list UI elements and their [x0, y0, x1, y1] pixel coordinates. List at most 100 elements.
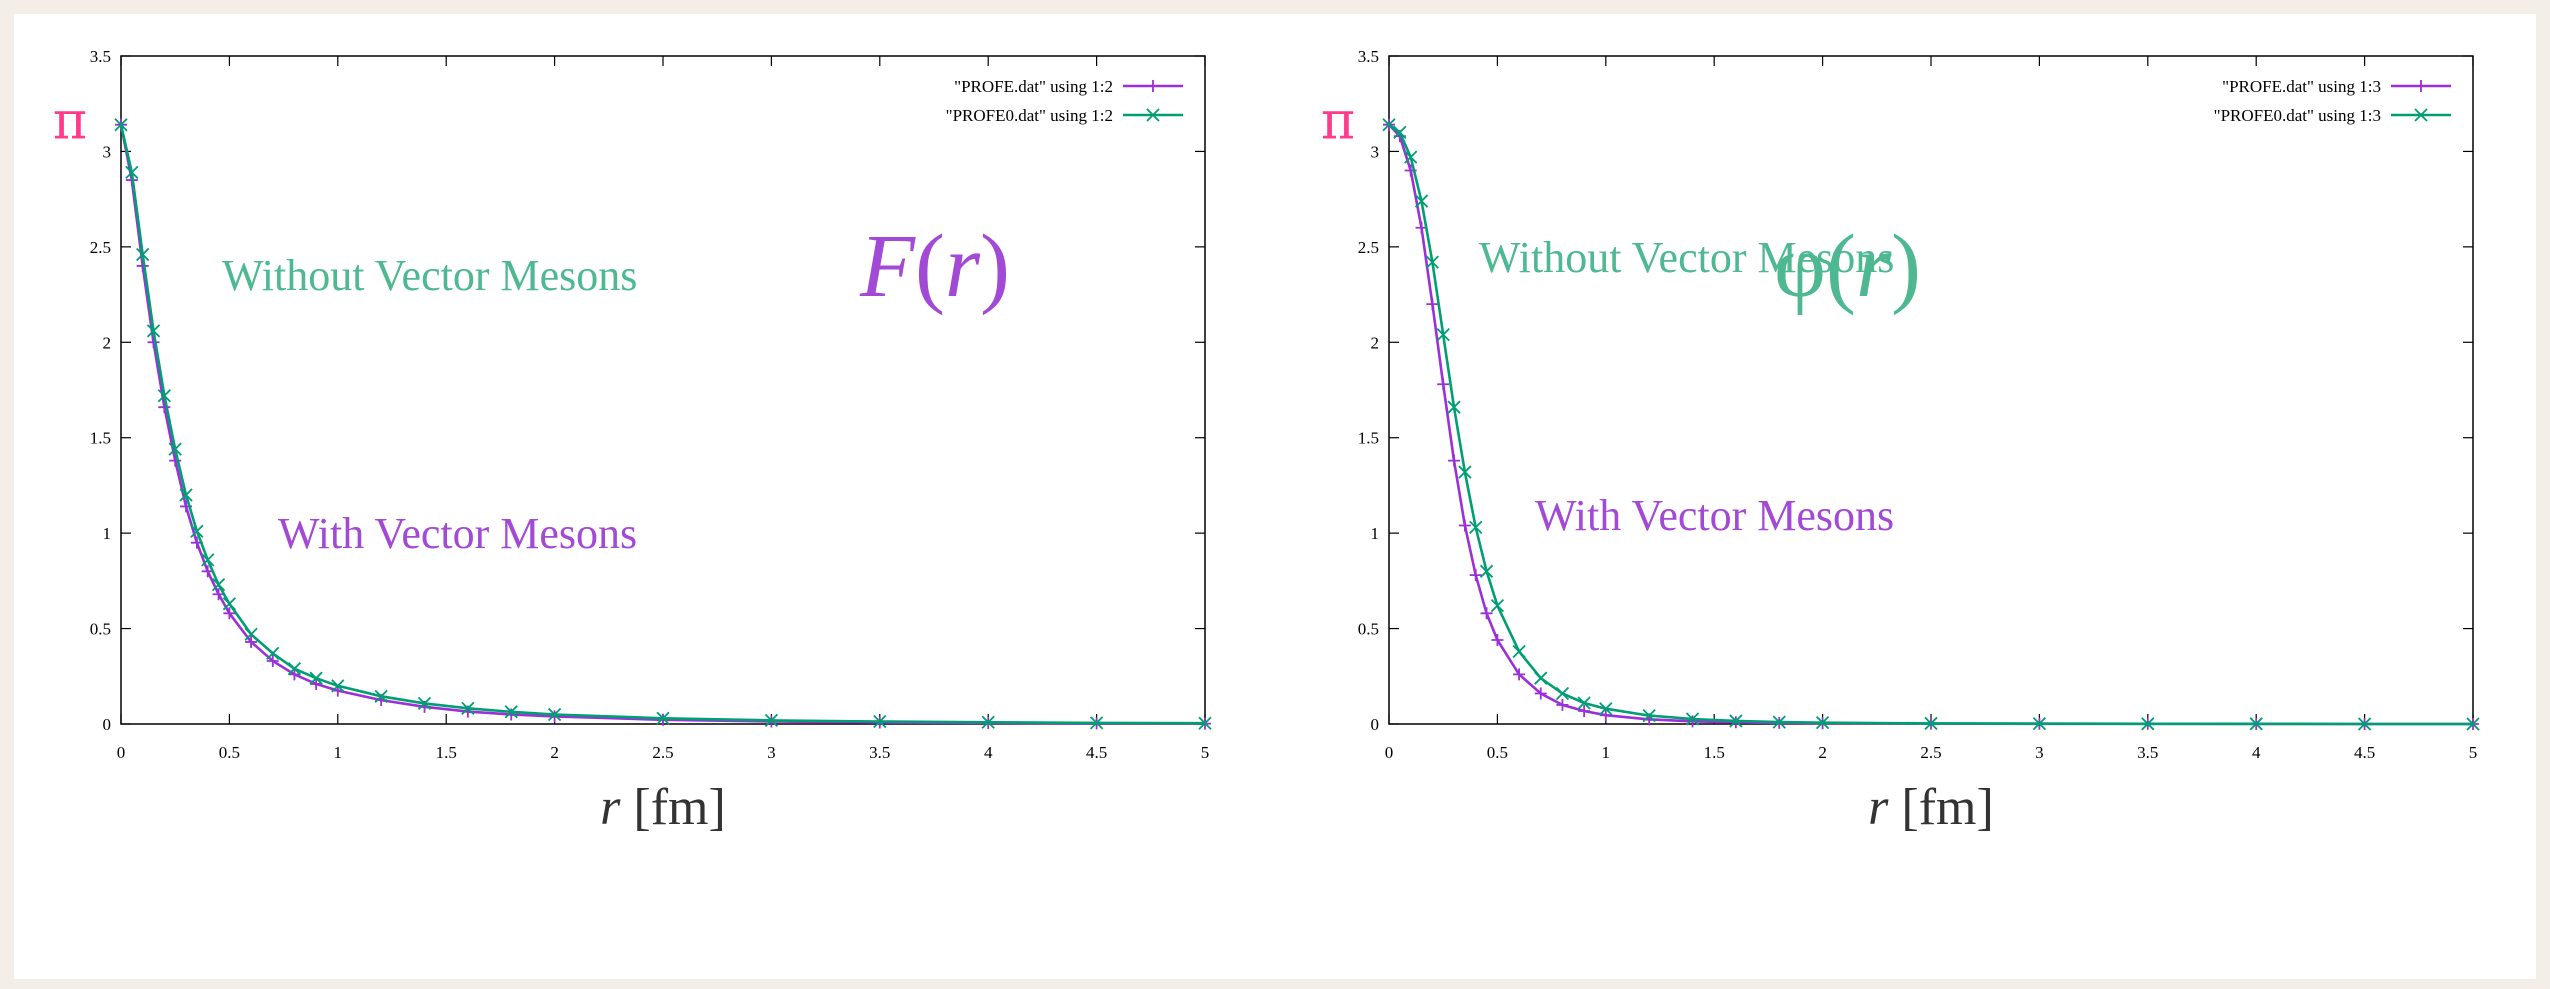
- x-axis-var: r: [1868, 779, 1889, 836]
- function-paren-open: (: [915, 217, 945, 316]
- data-point: [1089, 716, 1104, 730]
- pi-label: π: [1321, 92, 1355, 152]
- data-point: [266, 655, 279, 668]
- x-tick-label: 3: [2035, 743, 2044, 762]
- x-axis-unit: [fm]: [1888, 779, 1993, 836]
- data-point: [1458, 465, 1472, 479]
- data-point: [287, 662, 302, 676]
- x-tick-label: 1.5: [436, 743, 457, 762]
- data-point: [288, 668, 301, 681]
- chart-panel-1: 0 0.5 1 1.5 2 2.5 3 3.5 0 0.5 1 1.5 2 2.5 3 3.5 4 4.5 5 "PR…: [53, 47, 1212, 836]
- x-axis-title: r [fm]: [1868, 779, 1994, 836]
- data-point: [158, 401, 171, 414]
- data-point: [245, 635, 258, 648]
- x-tick-label: 0.5: [219, 743, 240, 762]
- data-point: [1534, 687, 1547, 700]
- x-tick-label: 1: [334, 743, 343, 762]
- data-point: [1198, 716, 1212, 730]
- data-point: [190, 524, 204, 538]
- series-line-2: [1388, 123, 2473, 726]
- data-point: [1393, 125, 1407, 139]
- x-tick-label: 5: [1201, 743, 1210, 762]
- data-point: [211, 578, 226, 592]
- data-point: [1577, 696, 1591, 710]
- x-tick-label: 4.5: [1086, 743, 1107, 762]
- data-point: [1686, 715, 1699, 728]
- x-axis-var: r: [600, 779, 621, 836]
- legend-label: "PROFE0.dat" using 1:2: [946, 106, 1113, 125]
- data-point: [505, 708, 518, 721]
- series-line-1: [1388, 123, 2473, 726]
- data-point: [374, 689, 388, 703]
- function-paren-close: ): [1891, 217, 1921, 316]
- data-point: [1513, 668, 1526, 681]
- data-point: [656, 711, 670, 725]
- annotation-without-vm: Without Vector Mesons: [222, 251, 637, 300]
- data-point: [1924, 716, 1938, 731]
- x-tick-label: 0: [117, 743, 126, 762]
- x-tick-label: 3.5: [2137, 743, 2158, 762]
- data-point: [1685, 712, 1700, 726]
- data-point: [2466, 717, 2480, 731]
- x-tick-label: 0: [1385, 743, 1394, 762]
- data-point: [764, 713, 779, 728]
- x-axis-title: r [fm]: [600, 779, 726, 836]
- data-point: [1458, 519, 1471, 532]
- annotation-without-vm: Without Vector Mesons: [1479, 233, 1894, 282]
- x-tick-label: 1: [1602, 743, 1611, 762]
- data-point: [1556, 698, 1569, 711]
- y-tick-label: 0.5: [1358, 620, 1379, 639]
- data-point: [136, 247, 150, 262]
- function-paren-close: ): [980, 217, 1010, 316]
- function-name: F: [859, 217, 916, 316]
- x-tick-label: 2.5: [1920, 743, 1941, 762]
- chart-panel-2: 0 0.5 1 1.5 2 2.5 3 3.5 0 0.5 1 1.5 2 2.5 3 3.5 4 4.5 5 "PR…: [1321, 47, 2480, 836]
- data-point: [1534, 671, 1548, 685]
- data-point: [417, 696, 432, 711]
- data-point: [1480, 607, 1493, 620]
- data-point: [1772, 715, 1786, 729]
- data-point: [1599, 702, 1613, 716]
- series-line-1: [119, 124, 1206, 725]
- data-point: [2032, 716, 2047, 731]
- data-point: [1642, 708, 1656, 723]
- data-point: [1599, 709, 1612, 722]
- x-tick-label: 2: [1818, 743, 1827, 762]
- function-label: F(r): [859, 217, 1010, 316]
- data-point: [201, 553, 215, 567]
- slide: 0 0.5 1 1.5 2 2.5 3 3.5 0 0.5 1 1.5 2 2.5 3 3.5 4 4.5 5 "PR…: [14, 14, 2536, 979]
- x-tick-label: 4: [984, 743, 993, 762]
- data-point: [168, 442, 182, 456]
- data-point: [1469, 569, 1482, 582]
- legend-swatch-marker: [1146, 108, 1160, 122]
- data-point: [1815, 716, 1830, 730]
- y-tick-label: 0: [103, 715, 112, 734]
- y-tick-label: 2: [103, 333, 112, 352]
- y-tick-label: 2.5: [90, 238, 111, 257]
- data-point: [1512, 644, 1526, 659]
- data-point: [222, 597, 237, 611]
- x-tick-label: 2.5: [652, 743, 673, 762]
- data-point: [114, 118, 128, 132]
- data-point: [547, 707, 562, 722]
- data-point: [1479, 564, 1494, 578]
- data-point: [873, 714, 887, 729]
- data-point: [1382, 118, 1396, 132]
- data-point: [310, 677, 323, 690]
- charts-canvas: 0 0.5 1 1.5 2 2.5 3 3.5 0 0.5 1 1.5 2 2.5 3 3.5 4 4.5 5 "PR…: [53, 47, 2480, 836]
- plot-frame: [120, 55, 1206, 725]
- data-point: [461, 701, 475, 715]
- legend-label: "PROFE.dat" using 1:3: [2222, 77, 2381, 96]
- data-point: [2141, 717, 2155, 731]
- function-label: φ(r): [1774, 217, 1921, 316]
- y-tick-label: 1.5: [90, 429, 111, 448]
- x-tick-label: 4: [2252, 743, 2261, 762]
- y-tick-label: 0: [1371, 715, 1380, 734]
- y-tick-label: 1.5: [1358, 429, 1379, 448]
- plot-frame: [1388, 55, 2474, 725]
- y-tick-label: 2: [1371, 333, 1380, 352]
- data-point: [157, 389, 171, 403]
- data-point: [1426, 298, 1439, 311]
- data-point: [266, 646, 280, 661]
- y-tick-label: 0.5: [90, 620, 111, 639]
